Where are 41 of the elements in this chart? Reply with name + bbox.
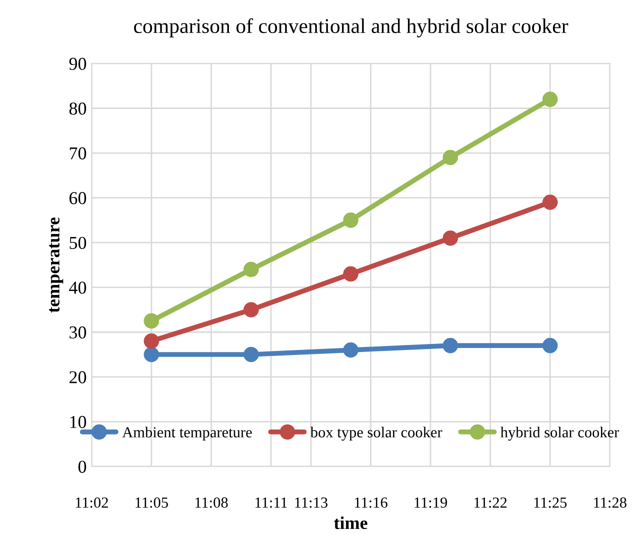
y-tick-label: 40	[69, 282, 86, 294]
point	[244, 302, 259, 318]
y-tick-label: 10	[70, 416, 86, 428]
point	[144, 346, 160, 362]
legend-label: box type solar cooker	[310, 426, 442, 441]
y-tick-label: 80	[69, 102, 86, 115]
point	[542, 92, 558, 107]
point	[542, 338, 558, 354]
y-axis-title: temperature	[49, 217, 64, 313]
point	[343, 342, 358, 358]
point	[442, 230, 458, 246]
x-tick-label: 11:19	[414, 497, 448, 508]
legend-label: Ambient tempareture	[122, 426, 252, 441]
x-tick-label: 11:16	[354, 497, 388, 508]
y-tick-label: 70	[70, 147, 86, 160]
point	[144, 313, 160, 329]
y-tick-label: 30	[70, 326, 86, 339]
x-tick-label: 11:25	[534, 497, 567, 508]
x-tick-label: 11:11	[256, 498, 287, 508]
legend-label: hybrid solar cooker	[500, 426, 620, 441]
y-tick-label: 50	[70, 236, 86, 250]
y-tick-label: 0	[78, 460, 86, 473]
y-tick-label: 60	[70, 192, 86, 204]
point	[442, 338, 458, 354]
y-tick-label: 20	[70, 371, 86, 384]
x-tick-label: 11:22	[474, 497, 507, 508]
point	[442, 150, 458, 166]
y-tick-label: 90	[69, 58, 86, 70]
point	[343, 266, 358, 282]
x-tick-label: 11:08	[195, 497, 228, 508]
point	[244, 346, 259, 362]
chart-title: comparison of conventional and hybrid solar cooker	[134, 18, 568, 38]
x-tick-label: 11:02	[76, 497, 108, 508]
x-tick-label: 11:13	[295, 497, 328, 508]
point	[542, 194, 558, 210]
point	[144, 333, 160, 349]
point	[244, 262, 259, 278]
x-tick-label: 11:28	[594, 497, 626, 508]
x-axis-title: time	[334, 516, 368, 530]
x-tick-label: 11:05	[136, 497, 168, 508]
point	[343, 212, 358, 228]
